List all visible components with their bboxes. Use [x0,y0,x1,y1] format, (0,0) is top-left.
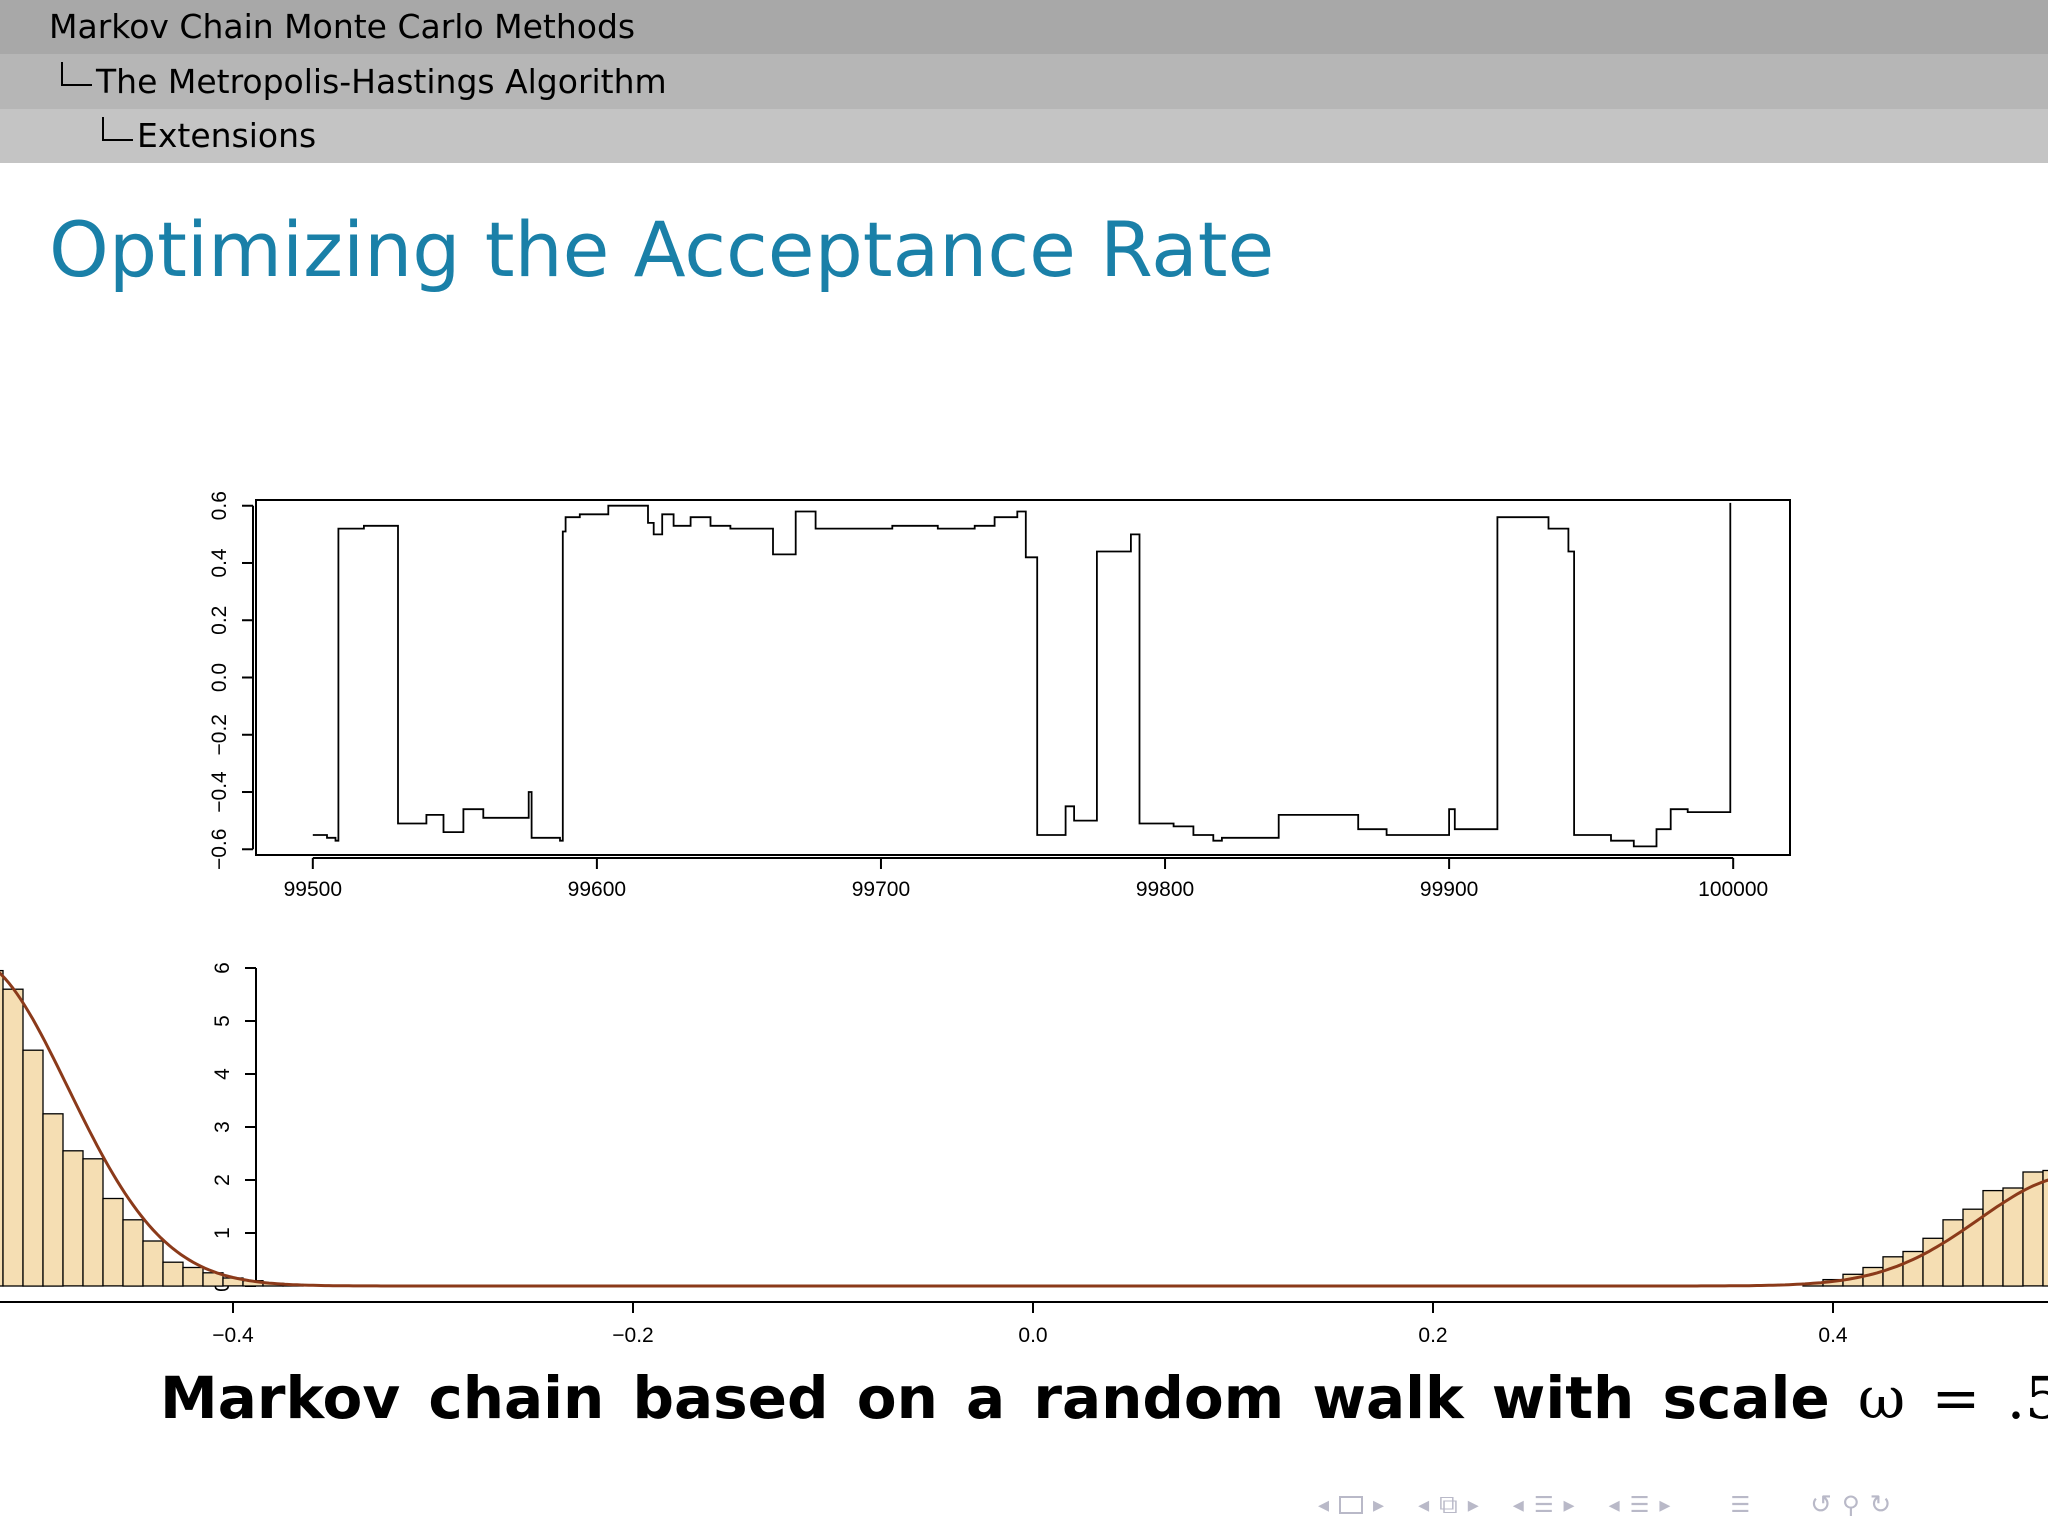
trace-y-tick-label: 0.6 [208,491,231,520]
histogram-bar [182,1266,204,1287]
nav-next-subsection-icon[interactable]: ▸ [1467,1492,1479,1518]
align-icon[interactable]: ☰ [1730,1492,1751,1518]
breadcrumb-subsubsection[interactable]: Extensions [0,109,2048,163]
breadcrumb-subsubsection-label: Extensions [137,116,317,155]
caption-math: ω = .5. [1857,1364,2048,1432]
slide-title: Optimizing the Acceptance Rate [49,205,1275,294]
caption-text: Markov chain based on a random walk with… [160,1364,1830,1432]
trace-x-tick-label: 99500 [284,878,342,901]
histogram-bar [42,1113,64,1287]
breadcrumb-subsection-label: The Metropolis-Hastings Algorithm [96,62,667,101]
hist-y-tick-label: 4 [211,1068,234,1080]
nav-prev-subsection-icon[interactable]: ◂ [1418,1492,1430,1518]
hist-x-tick-label: −0.2 [612,1324,653,1347]
hist-y-tick-label: 2 [211,1174,234,1186]
histogram-bar [22,1049,44,1287]
slide-caption: Markov chain based on a random walk with… [160,1364,2048,1432]
histogram-bar [122,1219,144,1287]
hist-x-tick-label: 0.0 [1018,1324,1047,1347]
histogram-bar [1962,1208,1984,1287]
histogram-bar [2,988,24,1287]
subsection-icon[interactable]: ⧉ [1439,1489,1458,1520]
trace-plot: 99500 99600 99700 99800 99900 100000 −0.6 −0.4 −… [208,491,1791,901]
histogram-bar [162,1261,184,1287]
histogram-bar [102,1197,124,1287]
nav-next-section-icon[interactable]: ▸ [1563,1492,1575,1518]
doc-icon[interactable]: ☰ [1629,1492,1650,1518]
hist-y-tick-label: 5 [211,1015,234,1027]
trace-x-tick-label: 99900 [1420,878,1478,901]
breadcrumb-section-label: Markov Chain Monte Carlo Methods [49,7,636,46]
trace-y-tick-label: 0.4 [208,548,231,578]
histogram-plot: −0.6−0.4−0.20.00.20.40.60123456 [0,962,2048,1347]
trace-x-tick-label: 100000 [1698,878,1768,901]
hist-x-tick-label: 0.2 [1418,1324,1447,1347]
histogram-bar [2042,1169,2048,1287]
hist-x-tick-label: 0.4 [1818,1324,1848,1347]
trace-x-tick-label: 99700 [852,878,910,901]
tree-connector-icon [102,117,133,141]
trace-plot-frame [255,499,1791,856]
nav-prev-frame-icon[interactable]: ◂ [1318,1492,1330,1518]
trace-y-tick-label: −0.2 [208,714,231,755]
histogram-bar [62,1150,84,1287]
histogram-bar [1942,1219,1964,1287]
forward-icon[interactable]: ↻ [1869,1490,1892,1520]
search-icon[interactable]: ⚲ [1841,1491,1860,1519]
nav-prev-doc-icon[interactable]: ◂ [1608,1492,1620,1518]
trace-y-tick-label: 0.0 [208,663,231,692]
trace-x-tick-label: 99800 [1136,878,1194,901]
trace-y-tick-label: −0.6 [208,829,231,870]
trace-y-tick-label: −0.4 [208,771,231,813]
hist-y-tick-label: 6 [211,962,234,974]
trace-x-tick-label: 99600 [568,878,626,901]
nav-next-doc-icon[interactable]: ▸ [1659,1492,1671,1518]
nav-prev-section-icon[interactable]: ◂ [1512,1492,1524,1518]
breadcrumb-subsection[interactable]: The Metropolis-Hastings Algorithm [0,54,2048,109]
trace-series-line [312,502,1732,848]
hist-y-tick-label: 3 [211,1121,234,1133]
breadcrumb-section[interactable]: Markov Chain Monte Carlo Methods [0,0,2048,54]
hist-x-tick-label: −0.4 [212,1324,254,1347]
back-icon[interactable]: ↺ [1810,1490,1832,1520]
histogram-bar [82,1158,104,1287]
trace-y-tick-label: 0.2 [208,606,231,635]
navigation-bar: ◂ ▸ ◂ ⧉ ▸ ◂ ☰ ▸ ◂ ☰ ▸ ☰ ↺ ⚲ ↻ [1318,1489,1892,1521]
density-curve [0,971,2048,1288]
frame-icon[interactable] [1339,1496,1364,1514]
section-icon[interactable]: ☰ [1533,1492,1554,1518]
tree-connector-icon [61,62,92,86]
histogram-bar [142,1240,164,1287]
nav-next-frame-icon[interactable]: ▸ [1373,1492,1385,1518]
hist-y-tick-label: 1 [211,1227,234,1239]
